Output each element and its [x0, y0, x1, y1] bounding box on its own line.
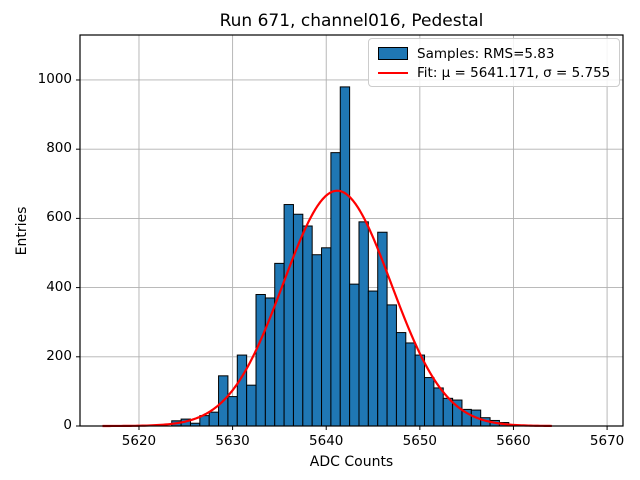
y-tick-label: 1000 — [37, 70, 72, 87]
histogram-bar — [339, 86, 351, 427]
histogram-bar — [424, 377, 435, 427]
histogram-bar — [386, 304, 397, 427]
legend-entry-samples: Samples: RMS=5.83 — [378, 44, 611, 63]
histogram-bar — [227, 396, 238, 427]
chart-title: Run 671, channel016, Pedestal — [219, 11, 484, 31]
histogram-bar — [395, 332, 407, 427]
histogram-bar — [255, 294, 266, 427]
x-tick-label: 5620 — [121, 433, 157, 449]
histogram-bar — [349, 283, 360, 427]
axes-frame — [79, 34, 624, 427]
fit-line-icon — [378, 71, 408, 74]
histogram-bar — [405, 342, 416, 427]
histogram-bar — [311, 254, 323, 427]
y-tick-label: 800 — [46, 140, 72, 157]
histogram-bar — [302, 225, 313, 427]
legend-entry-fit: Fit: μ = 5641.171, σ = 5.755 — [378, 63, 611, 82]
histogram-bar — [414, 354, 426, 427]
y-tick-label: 0 — [63, 417, 72, 433]
histogram-bar — [208, 411, 220, 427]
x-tick-label: 5670 — [589, 433, 625, 449]
histogram-bar — [321, 247, 332, 427]
histogram-bar — [442, 397, 454, 427]
x-tick-label: 5640 — [309, 433, 344, 449]
histogram-bar — [246, 384, 257, 427]
histogram-bar — [236, 354, 248, 427]
histogram-bar — [433, 387, 444, 427]
gaussian-fit-curve — [102, 189, 552, 428]
histogram-bar — [358, 221, 369, 427]
samples-swatch-icon — [378, 47, 408, 60]
x-tick-label: 5630 — [215, 433, 250, 449]
legend-samples-label: Samples: RMS=5.83 — [417, 45, 555, 62]
x-axis-label: ADC Counts — [309, 454, 394, 470]
x-tick-label: 5650 — [402, 433, 438, 449]
histogram-bar — [283, 204, 294, 427]
legend: Samples: RMS=5.83 Fit: μ = 5641.171, σ =… — [368, 38, 620, 87]
histogram-bar — [330, 152, 341, 427]
x-tick-label: 5660 — [496, 433, 531, 449]
histogram-bar — [367, 290, 379, 427]
y-axis-label: Entries — [14, 206, 30, 255]
y-tick-label: 600 — [46, 209, 72, 226]
y-tick-label: 200 — [46, 347, 72, 364]
y-tick-label: 400 — [46, 278, 72, 295]
legend-fit-label: Fit: μ = 5641.171, σ = 5.755 — [417, 64, 611, 81]
